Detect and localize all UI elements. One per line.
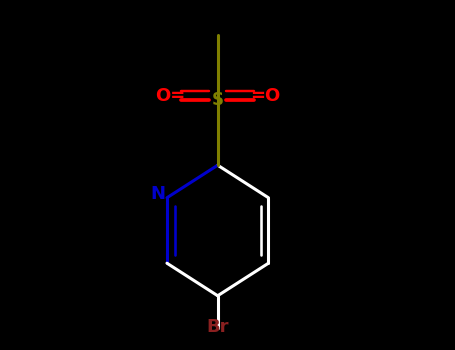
- Text: S: S: [212, 91, 224, 109]
- Text: N: N: [151, 185, 166, 203]
- Text: O=: O=: [155, 86, 186, 105]
- Text: =O: =O: [250, 86, 280, 105]
- Text: Br: Br: [207, 317, 229, 336]
